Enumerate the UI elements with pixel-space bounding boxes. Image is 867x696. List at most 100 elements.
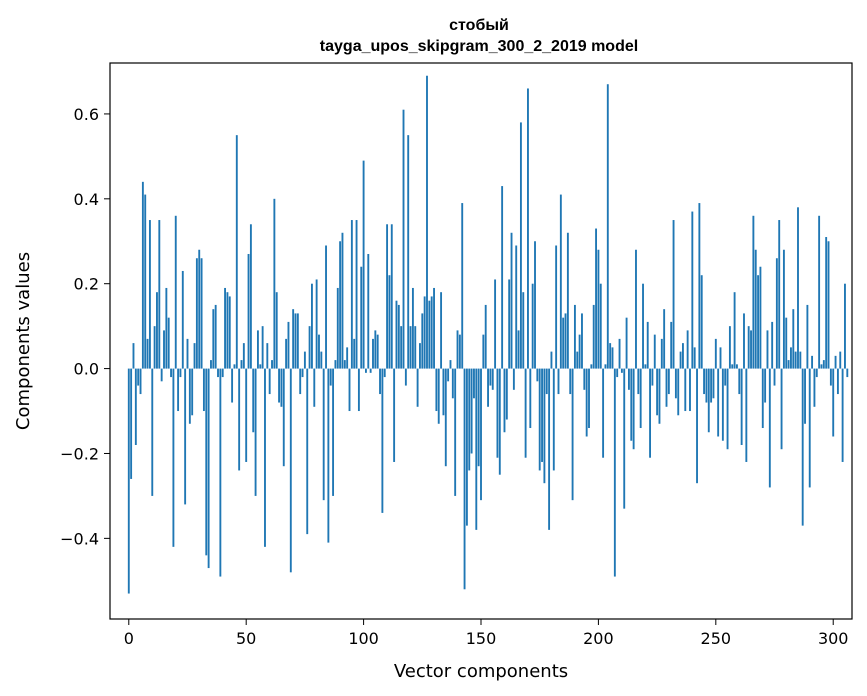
- bar: [534, 241, 536, 369]
- bar: [249, 224, 252, 369]
- bar: [388, 275, 391, 369]
- bar: [357, 368, 360, 412]
- bar: [663, 309, 666, 369]
- bar: [832, 368, 835, 437]
- bar: [625, 317, 628, 369]
- bar: [691, 211, 694, 369]
- bar: [627, 368, 630, 390]
- bar: [804, 368, 806, 424]
- bar: [682, 343, 684, 369]
- bar: [794, 351, 797, 369]
- bar: [585, 368, 588, 437]
- bar: [247, 253, 250, 369]
- bar: [752, 215, 755, 369]
- bar: [529, 368, 532, 429]
- bar: [555, 245, 558, 369]
- bar: [381, 368, 384, 513]
- bar: [846, 368, 849, 378]
- bar: [454, 368, 457, 496]
- bar: [609, 343, 612, 369]
- bar: [719, 347, 722, 369]
- y-tick-label: −0.4: [60, 529, 99, 548]
- bar: [728, 326, 731, 369]
- bar: [693, 347, 696, 369]
- bar: [797, 207, 799, 369]
- bar: [423, 296, 426, 369]
- bar: [667, 368, 670, 395]
- bar: [440, 292, 443, 369]
- bar: [705, 368, 708, 403]
- bar: [656, 368, 659, 416]
- bar: [329, 368, 332, 386]
- bar: [132, 343, 135, 369]
- bar: [738, 368, 741, 395]
- bar: [191, 368, 194, 416]
- bar: [726, 368, 729, 450]
- bar: [419, 343, 421, 369]
- bar: [710, 368, 713, 403]
- bar: [698, 203, 701, 369]
- x-tick-label: 100: [348, 629, 379, 648]
- bar: [684, 368, 687, 412]
- bar: [524, 368, 527, 458]
- bar: [271, 360, 273, 369]
- bar: [160, 368, 163, 382]
- bar: [792, 309, 795, 369]
- bar: [172, 368, 175, 547]
- bar: [275, 292, 278, 369]
- bar: [365, 368, 367, 373]
- bar: [639, 368, 642, 429]
- bar: [470, 368, 473, 454]
- y-tick-label: 0.4: [74, 190, 99, 209]
- bar: [404, 368, 407, 386]
- y-tick-label: 0.6: [74, 105, 99, 124]
- x-axis-label: Vector components: [394, 661, 568, 682]
- bars: [127, 75, 849, 594]
- bar: [193, 343, 196, 369]
- bar: [207, 368, 210, 569]
- bar: [801, 368, 804, 526]
- bar: [515, 245, 518, 369]
- bar: [674, 368, 677, 399]
- bar: [545, 368, 548, 395]
- bar: [731, 364, 734, 369]
- bar: [144, 194, 147, 369]
- bar: [761, 368, 764, 429]
- bar: [750, 330, 752, 369]
- bar: [210, 360, 212, 369]
- bar: [808, 368, 811, 488]
- bar: [426, 75, 428, 369]
- bar: [153, 326, 156, 369]
- bar: [268, 368, 271, 395]
- bar: [402, 109, 405, 369]
- bar: [491, 368, 494, 390]
- bar: [301, 368, 304, 378]
- bar: [743, 313, 745, 369]
- bar: [651, 368, 654, 386]
- bar: [517, 330, 520, 369]
- x-tick-label: 50: [236, 629, 256, 648]
- bar: [386, 224, 389, 369]
- bar: [595, 228, 597, 369]
- bar: [273, 198, 276, 369]
- bar: [566, 232, 569, 369]
- bar: [350, 220, 353, 369]
- bar: [130, 368, 133, 479]
- bar: [557, 368, 560, 395]
- bar: [541, 368, 543, 462]
- bar: [588, 368, 590, 429]
- bar: [217, 368, 219, 378]
- bar: [611, 347, 614, 369]
- bar: [158, 220, 161, 369]
- bar: [829, 368, 832, 386]
- bar: [559, 194, 562, 369]
- bar: [531, 283, 534, 369]
- bar: [355, 220, 358, 369]
- bar: [813, 368, 816, 407]
- bar: [195, 258, 198, 369]
- bar: [146, 338, 149, 369]
- chart-subtitle: tayga_upos_skipgram_300_2_2019 model: [320, 38, 638, 55]
- x-tick-label: 200: [583, 629, 614, 648]
- bar: [841, 368, 844, 462]
